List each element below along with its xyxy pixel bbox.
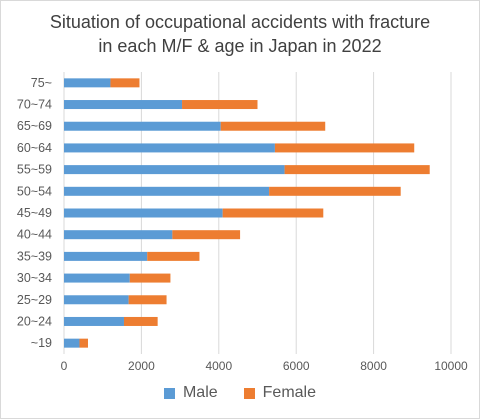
y-category-label: 30~34 [17, 271, 52, 285]
bar-female [128, 295, 167, 305]
y-category-label: 40~44 [17, 228, 52, 242]
y-category-label: 50~54 [17, 184, 52, 198]
x-tick-label: 4000 [205, 359, 232, 373]
bar-male [64, 230, 173, 240]
bar-female [110, 78, 140, 88]
bar-female [269, 186, 401, 196]
bar-male [64, 186, 270, 196]
legend-label-male: Male [182, 384, 218, 401]
x-tick-label: 0 [61, 359, 68, 373]
y-category-label: 60~64 [17, 141, 52, 155]
bar-female [284, 165, 430, 175]
bar-female [220, 121, 326, 131]
y-category-label: 75~ [31, 76, 52, 90]
bar-female [172, 230, 241, 240]
x-tick-label: 10000 [434, 359, 468, 373]
legend: Male Female [0, 384, 480, 402]
bar-male [64, 251, 148, 261]
legend-swatch-male [163, 387, 175, 399]
y-category-label: 20~24 [17, 314, 52, 328]
y-category-label: 70~74 [17, 98, 52, 112]
x-tick-label: 8000 [360, 359, 387, 373]
chart-title-line-2: in each M/F & age in Japan in 2022 [98, 36, 382, 56]
chart-title-line-1: Situation of occupational accidents with… [49, 12, 431, 32]
chart-title: Situation of occupational accidents with… [0, 10, 480, 58]
bar-male [64, 316, 124, 326]
bar-male [64, 338, 80, 348]
bar-female [222, 208, 324, 218]
legend-swatch-female [243, 387, 255, 399]
bar-male [64, 208, 223, 218]
bar-male [64, 100, 183, 110]
bar-female [182, 100, 258, 110]
bar-male [64, 165, 285, 175]
legend-label-female: Female [262, 384, 317, 401]
bar-male [64, 78, 111, 88]
y-category-label: 55~59 [17, 163, 52, 177]
legend-item-female: Female [243, 384, 317, 402]
x-tick-label: 2000 [128, 359, 155, 373]
x-tick-label: 6000 [283, 359, 310, 373]
y-category-label: 45~49 [17, 206, 52, 220]
y-category-label: 65~69 [17, 119, 52, 133]
bar-female [129, 273, 171, 283]
legend-item-male: Male [163, 384, 218, 402]
y-category-label: 25~29 [17, 293, 52, 307]
bar-female [274, 143, 415, 153]
bar-male [64, 295, 129, 305]
bar-female [147, 251, 200, 261]
bar-male [64, 273, 130, 283]
y-category-label: ~19 [31, 336, 52, 350]
bar-male [64, 121, 221, 131]
bar-female [79, 338, 88, 348]
y-category-label: 35~39 [17, 249, 52, 263]
bar-male [64, 143, 275, 153]
bar-female [123, 316, 158, 326]
